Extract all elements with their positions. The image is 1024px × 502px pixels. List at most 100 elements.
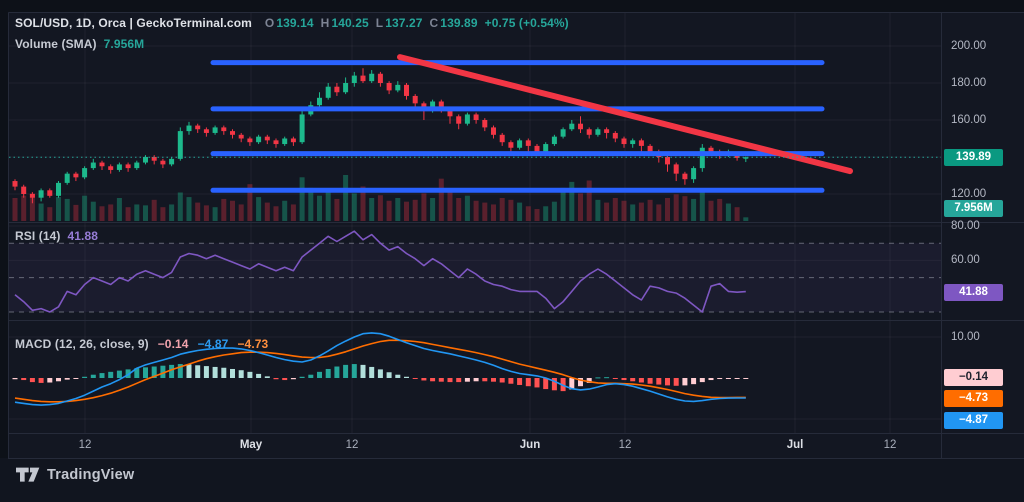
candle-body	[621, 138, 627, 145]
volume-bar	[125, 207, 131, 221]
candle-body	[482, 120, 488, 128]
macd-histogram-bar	[586, 378, 592, 383]
candle-body	[21, 186, 27, 194]
macd-histogram-bar	[525, 378, 531, 387]
tradingview-logo-icon[interactable]	[16, 467, 40, 483]
volume-bar	[447, 191, 453, 221]
candle-body	[647, 145, 653, 152]
macd-histogram-bar	[21, 378, 27, 381]
volume-bar	[317, 195, 322, 221]
candle-body	[604, 129, 610, 133]
macd-histogram-bar	[308, 374, 314, 378]
candle-body	[116, 164, 122, 170]
volume-bar	[551, 201, 557, 221]
candle-body	[273, 140, 279, 145]
high-value: 140.25	[331, 16, 369, 30]
volume-bar	[351, 193, 357, 221]
candle-body	[447, 108, 453, 117]
macd-params: (12, 26, close, 9)	[54, 337, 149, 351]
candle-body	[221, 127, 227, 132]
macd-hist-value: −0.14	[157, 337, 189, 351]
candle-body	[351, 75, 357, 83]
macd-histogram-bar	[438, 378, 444, 382]
high-label: H	[320, 16, 330, 30]
candle-body	[699, 147, 705, 169]
volume-bar	[665, 198, 670, 221]
volume-bar	[12, 198, 18, 221]
candle-body	[491, 127, 496, 135]
macd-histogram-bar	[38, 378, 44, 383]
candle-body	[551, 136, 557, 145]
low-label: L	[375, 16, 384, 30]
macd-histogram-bar	[499, 378, 505, 383]
macd-histogram-bar	[203, 366, 209, 378]
macd-histogram-bar	[73, 378, 79, 379]
candle-body	[438, 101, 444, 109]
rsi-legend: RSI (14) 41.88	[15, 229, 98, 243]
macd-histogram-bar	[612, 378, 618, 379]
macd-legend: MACD (12, 26, close, 9) −0.14 −4.87 −4.73	[15, 337, 268, 351]
open-label: O	[264, 16, 275, 30]
macd-histogram-bar	[230, 368, 235, 378]
rsi-value-badge: 41.88	[944, 283, 1003, 301]
macd-signal-value: −4.73	[237, 337, 269, 351]
macd-histogram-bar	[673, 378, 679, 386]
volume-bar	[29, 193, 35, 221]
candle-body	[47, 190, 53, 196]
macd-histogram-bar	[290, 378, 296, 380]
volume-bar	[578, 193, 583, 221]
macd-histogram-bar	[169, 364, 175, 378]
macd-histogram-bar	[195, 365, 201, 378]
macd-histogram-bar	[377, 369, 383, 378]
candle-body	[90, 162, 96, 169]
macd-signal-line	[14, 339, 746, 403]
candle-body	[430, 101, 436, 111]
volume-bar	[290, 204, 296, 221]
chart-background[interactable]	[8, 12, 1024, 458]
volume-bar	[491, 204, 496, 221]
candle-body	[386, 83, 392, 91]
macd-histogram-bar	[143, 367, 148, 378]
candle-body	[325, 86, 331, 98]
macd-histogram-bar	[134, 368, 140, 378]
candle-body	[578, 123, 583, 130]
volume-bar	[73, 204, 79, 221]
volume-bar	[464, 195, 470, 221]
candle-body	[569, 123, 575, 130]
macd-histogram-bar	[543, 378, 549, 390]
macd-histogram-bar	[360, 364, 366, 378]
volume-bar	[717, 198, 723, 221]
time-tick-label: 12	[618, 439, 632, 451]
macd-histogram-bar	[682, 378, 688, 386]
candle-body	[99, 162, 105, 167]
macd-histogram-bar	[630, 378, 636, 382]
macd-histogram-bar	[351, 364, 357, 378]
volume-bar	[456, 198, 462, 221]
volume-bar	[82, 195, 88, 221]
volume-bar	[482, 202, 488, 221]
volume-bar	[151, 199, 157, 221]
candle-body	[256, 136, 262, 143]
candle-body	[247, 138, 253, 143]
volume-bar	[517, 202, 523, 221]
tradingview-logo-text[interactable]: TradingView	[47, 467, 135, 483]
candle-body	[360, 75, 366, 82]
volume-bar	[47, 207, 53, 221]
volume-bar	[412, 199, 418, 221]
macd-histogram-bar	[264, 376, 270, 378]
volume-bar	[612, 198, 618, 221]
macd-histogram-bar	[47, 378, 53, 383]
volume-bar	[473, 200, 479, 221]
candle-body	[456, 116, 462, 124]
macd-histogram-bar	[430, 378, 436, 382]
macd-histogram-bar	[56, 378, 61, 382]
time-tick-label: 12	[883, 439, 897, 451]
volume-bar	[386, 200, 392, 221]
macd-histogram-bar	[273, 378, 279, 380]
macd-hist-badge: −0.14	[944, 368, 1003, 386]
candle-body	[612, 132, 618, 139]
trend-line[interactable]	[397, 54, 853, 175]
volume-bar	[282, 200, 288, 221]
